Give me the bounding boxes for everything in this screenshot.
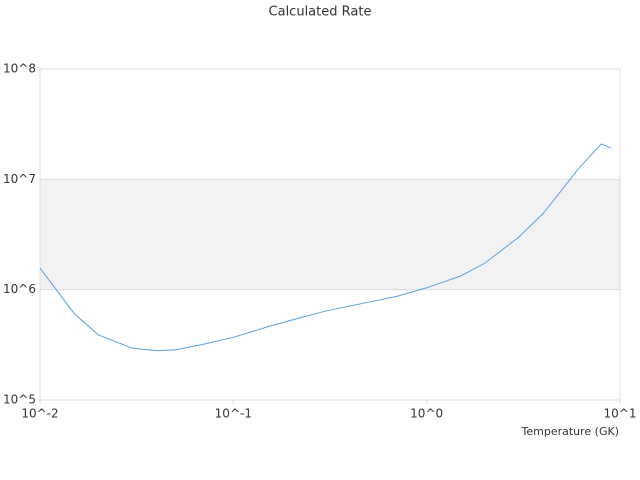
y-tick-label: 10^7 (3, 172, 36, 186)
data-line (39, 143, 612, 352)
x-axis-title: Temperature (GK) (521, 425, 620, 438)
grid-band (40, 179, 620, 290)
y-tick-label: 10^8 (3, 62, 36, 76)
x-tick-label: 10^-1 (215, 407, 252, 421)
x-tick-label: 10^-2 (21, 407, 58, 421)
y-tick-label: 10^5 (3, 393, 36, 407)
y-tick-label: 10^6 (3, 282, 36, 296)
chart-title: Calculated Rate (269, 5, 372, 20)
x-tick-label: 10^0 (410, 407, 443, 421)
x-tick-label: 10^1 (604, 407, 637, 421)
